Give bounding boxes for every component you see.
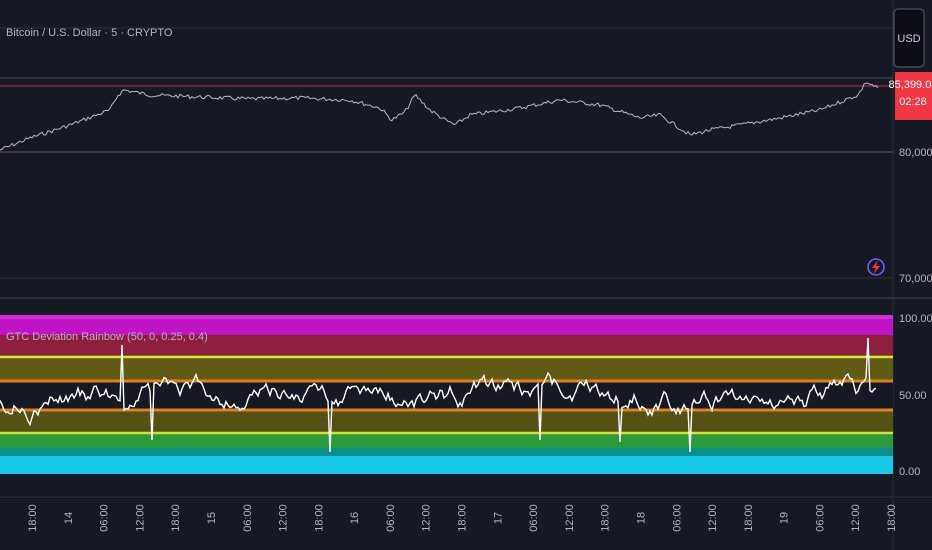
indicator-tick: 50.00 [899,390,927,402]
time-label: 06:00 [671,504,683,532]
band-green [0,432,893,448]
price-tick: 80,000.00 [899,147,932,159]
time-label: 18:00 [313,504,325,532]
indicator-tick: 100.00 [899,313,932,325]
band-magenta [0,315,893,335]
time-label: 12:00 [707,504,719,532]
rainbow-bands [0,315,893,474]
time-label: 19 [779,512,791,524]
band-teal [0,448,893,456]
band-olive-lower [0,410,893,432]
lightning-bolt-circle-icon[interactable] [867,258,885,276]
time-label: 18:00 [27,504,39,532]
time-label: 06:00 [99,504,111,532]
time-label: 17 [492,512,504,524]
symbol-title[interactable]: Bitcoin / U.S. Dollar · 5 · CRYPTO [6,27,173,39]
time-label: 18:00 [170,504,182,532]
currency-button[interactable]: USD [893,8,925,68]
band-olive-upper [0,355,893,380]
time-label: 14 [63,512,75,524]
time-label: 12:00 [278,504,290,532]
time-label: 12:00 [421,504,433,532]
time-axis[interactable]: 18:00 14 06:00 12:00 18:00 15 06:00 12:00 18:00 1… [27,504,898,532]
time-label: 18:00 [886,504,898,532]
band-magenta-glow [0,315,893,319]
band-red [0,335,893,355]
time-label: 06:00 [528,504,540,532]
time-label: 18:00 [457,504,469,532]
time-label: 15 [206,512,218,524]
currency-label: USD [897,33,920,45]
oscillator-line [0,337,877,453]
band-cyan [0,456,893,474]
time-label: 06:00 [814,504,826,532]
time-label: 18:00 [743,504,755,532]
time-label: 12:00 [564,504,576,532]
time-label: 06:00 [385,504,397,532]
indicator-legend[interactable]: GTC Deviation Rainbow (50, 0, 0.25, 0.4) [6,331,208,343]
price-series-line [0,82,879,151]
last-price-value: 85,399.04 [889,79,932,91]
last-price-badge: 85,399.04 02:28 [889,72,932,120]
time-label: 18 [635,512,647,524]
price-tick: 70,000.00 [899,273,932,285]
time-label: 12:00 [134,504,146,532]
time-label: 16 [349,512,361,524]
indicator-tick: 0.00 [899,466,920,478]
time-label: 12:00 [850,504,862,532]
time-label: 18:00 [600,504,612,532]
time-label: 06:00 [242,504,254,532]
bar-countdown: 02:28 [899,96,927,108]
